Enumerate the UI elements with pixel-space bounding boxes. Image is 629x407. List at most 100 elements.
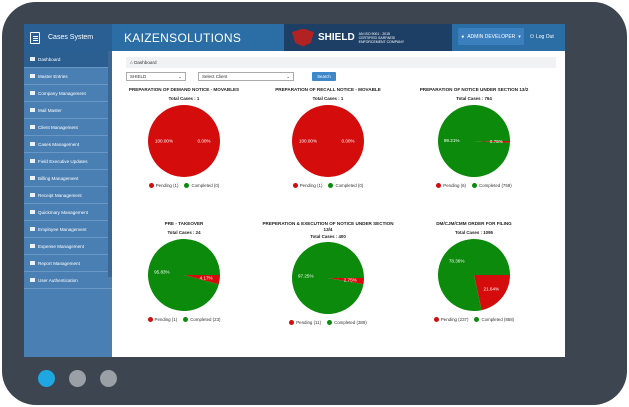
legend-item-pending[interactable]: Pending (6) xyxy=(436,183,466,188)
menu-icon xyxy=(30,244,35,248)
pie-slice-completed[interactable] xyxy=(148,239,220,311)
legend-dot-icon xyxy=(474,317,480,322)
panel-total: Total Cases : 1 xyxy=(312,96,344,101)
legend-item-completed[interactable]: Completed (858) xyxy=(474,317,514,322)
chevron-down-icon: ⌄ xyxy=(178,73,182,79)
legend-item-pending[interactable]: Pending (1) xyxy=(147,317,178,322)
sidebar-item[interactable]: Dashboard xyxy=(24,51,112,68)
pager-dot[interactable] xyxy=(38,370,55,387)
pie-slice-pending[interactable] xyxy=(474,141,510,143)
panel-total: Total Cases : 1 xyxy=(168,96,200,101)
main-content: ⌂ Dashboard SHIELD ⌄ Select Client ⌄ Sea… xyxy=(112,51,565,357)
company-select[interactable]: SHIELD ⌄ xyxy=(126,72,186,81)
legend-item-completed[interactable]: Completed (0) xyxy=(328,183,363,188)
legend-item-completed[interactable]: Completed (0) xyxy=(184,183,219,188)
clipboard-icon xyxy=(30,31,40,44)
app-brand[interactable]: Cases System xyxy=(24,24,112,51)
pie-label-completed: 0.00% xyxy=(341,139,354,144)
pie-slice-pending[interactable] xyxy=(474,275,510,311)
legend-dot-icon xyxy=(328,183,334,188)
sidebar-item[interactable]: Receipt Management xyxy=(24,187,112,204)
client-logo: SHIELD AN ISO 9001 : 2015 CERTIFIED SARF… xyxy=(284,24,452,51)
chart-legend: Pending (1) Completed (0) xyxy=(258,183,398,188)
logout-label: Log Out xyxy=(535,33,554,40)
pie-slice-completed[interactable] xyxy=(438,239,510,311)
user-menu-button[interactable]: ● ADMIN DEVELOPER ▾ xyxy=(458,28,524,45)
sidebar-scrollbar[interactable] xyxy=(108,51,112,277)
pie-label-pending: 4.17% xyxy=(200,275,213,280)
pie-label-pending: 100.00% xyxy=(299,139,317,144)
sidebar-item[interactable]: Company Management xyxy=(24,85,112,102)
panel-title: PREPERATION & EXECUTION OF NOTICE UNDER … xyxy=(262,221,394,232)
sidebar-item[interactable]: Billing Management xyxy=(24,170,112,187)
pie-slice-pending[interactable] xyxy=(292,105,364,177)
sidebar-item[interactable]: Cases Management xyxy=(24,136,112,153)
sidebar-item-label: Cases Management xyxy=(38,141,80,147)
breadcrumb-label: Dashboard xyxy=(134,60,157,65)
sidebar-item-label: Mail Master xyxy=(38,107,62,113)
menu-icon xyxy=(30,125,35,129)
legend-dot-icon xyxy=(436,183,442,188)
client-select-placeholder: Select Client xyxy=(202,74,228,79)
sidebar-item[interactable]: Master Entries xyxy=(24,68,112,85)
user-label: ADMIN DEVELOPER xyxy=(467,33,516,40)
sidebar-item-label: Employee Management xyxy=(38,226,87,232)
pie-slice-pending[interactable] xyxy=(328,278,364,285)
legend-label: Pending (1) xyxy=(155,183,179,188)
sidebar-item[interactable]: Expense Management xyxy=(24,238,112,255)
pager-dot[interactable] xyxy=(69,370,86,387)
legend-label: Completed (858) xyxy=(481,317,515,322)
panel-title: PREPARATION OF DEMAND NOTICE - MOVABLES xyxy=(128,87,240,92)
sidebar-item[interactable]: Quickmary Management xyxy=(24,204,112,221)
chart-legend: Pending (6) Completed (758) xyxy=(404,183,544,188)
legend-dot-icon xyxy=(433,317,439,322)
sidebar-item[interactable]: User Authentication xyxy=(24,272,112,289)
sidebar-item[interactable]: Report Management xyxy=(24,255,112,272)
search-button[interactable]: Search xyxy=(312,72,336,81)
pie-slice-completed[interactable] xyxy=(292,242,364,314)
home-icon: ⌂ xyxy=(130,60,135,65)
chart-legend: Pending (1) Completed (23) xyxy=(114,317,254,322)
panel-total: Total Cases : 764 xyxy=(456,96,492,101)
legend-item-pending[interactable]: Pending (1) xyxy=(148,183,179,188)
legend-item-completed[interactable]: Completed (389) xyxy=(327,320,367,325)
legend-label: Completed (0) xyxy=(191,183,220,188)
menu-icon xyxy=(30,227,35,231)
pager-dot[interactable] xyxy=(100,370,117,387)
pie-slice-completed[interactable] xyxy=(438,105,510,178)
legend-item-pending[interactable]: Pending (1) xyxy=(292,183,322,188)
legend-dot-icon xyxy=(472,183,477,188)
client-select[interactable]: Select Client ⌄ xyxy=(198,72,294,81)
menu-icon xyxy=(30,142,35,146)
menu-icon xyxy=(30,159,35,163)
pie-slice-pending[interactable] xyxy=(148,105,220,177)
shield-icon xyxy=(292,28,314,47)
pie-chart: 0.79% 99.21% xyxy=(438,105,510,178)
sidebar-item[interactable]: Client Management xyxy=(24,119,112,136)
status-panel: PREPERATION & EXECUTION OF NOTICE UNDER … xyxy=(258,221,398,351)
top-header: Cases System KAIZENSOLUTIONS SHIELD AN I… xyxy=(24,24,565,51)
sidebar-item-label: Report Management xyxy=(38,260,80,266)
legend-item-pending[interactable]: Pending (237) xyxy=(433,317,468,322)
sidebar-item-label: Receipt Management xyxy=(38,192,82,198)
menu-icon xyxy=(30,57,35,61)
legend-dot-icon xyxy=(289,320,295,325)
legend-label: Completed (0) xyxy=(335,183,364,188)
panel-title: DM/CJM/CMM ORDER FOR FILING xyxy=(436,221,512,226)
legend-item-pending[interactable]: Pending (11) xyxy=(289,320,321,325)
pie-chart: 21.64% 78.36% xyxy=(438,239,510,311)
sidebar-item[interactable]: Employee Management xyxy=(24,221,112,238)
pie-slice-pending[interactable] xyxy=(184,275,220,285)
sidebar-item[interactable]: Field Executive Updates xyxy=(24,153,112,170)
logout-button[interactable]: ⏻ Log Out xyxy=(530,28,564,45)
client-logo-name: SHIELD xyxy=(318,32,355,43)
legend-item-completed[interactable]: Completed (23) xyxy=(183,317,220,322)
legend-label: Pending (1) xyxy=(154,317,178,322)
pie-label-pending: 2.75% xyxy=(344,277,357,282)
legend-label: Pending (6) xyxy=(443,183,466,188)
legend-item-completed[interactable]: Completed (758) xyxy=(472,183,512,188)
breadcrumb: ⌂ Dashboard xyxy=(126,57,556,68)
sidebar-item[interactable]: Mail Master xyxy=(24,102,112,119)
sidebar-item-label: Dashboard xyxy=(38,56,61,62)
pie-label-pending: 100.00% xyxy=(155,139,173,144)
